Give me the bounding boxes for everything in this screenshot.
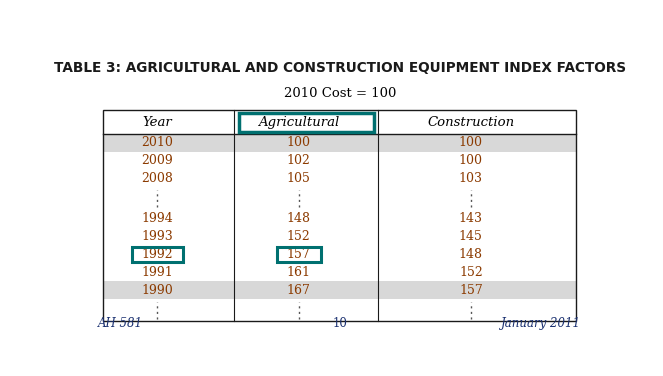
Text: 102: 102 — [286, 155, 311, 167]
Text: Year: Year — [143, 116, 172, 129]
Text: 1990: 1990 — [141, 284, 173, 297]
Text: 1994: 1994 — [141, 212, 173, 225]
Text: AH 581: AH 581 — [98, 317, 143, 329]
Text: Construction: Construction — [427, 116, 514, 129]
Text: 143: 143 — [459, 212, 483, 225]
Text: 100: 100 — [459, 155, 483, 167]
Text: January 2011: January 2011 — [501, 317, 581, 329]
Text: 2010 Cost = 100: 2010 Cost = 100 — [284, 87, 396, 100]
Text: 2010: 2010 — [141, 136, 173, 150]
Text: 148: 148 — [459, 248, 483, 261]
Text: 161: 161 — [286, 266, 311, 279]
Text: 100: 100 — [459, 136, 483, 150]
Text: 105: 105 — [286, 172, 311, 185]
Bar — [103, 281, 576, 299]
Text: 1992: 1992 — [142, 248, 173, 261]
Text: 157: 157 — [287, 248, 310, 261]
Text: 10: 10 — [332, 317, 347, 329]
Text: 2009: 2009 — [141, 155, 173, 167]
Text: 157: 157 — [459, 284, 483, 297]
Text: Agricultural: Agricultural — [258, 116, 339, 129]
Bar — [103, 110, 576, 134]
Text: 2008: 2008 — [141, 172, 173, 185]
Text: 152: 152 — [287, 230, 310, 243]
Text: 100: 100 — [286, 136, 311, 150]
Text: 1991: 1991 — [141, 266, 173, 279]
Text: 148: 148 — [286, 212, 311, 225]
Text: 152: 152 — [459, 266, 483, 279]
Bar — [103, 134, 576, 152]
Text: TABLE 3: AGRICULTURAL AND CONSTRUCTION EQUIPMENT INDEX FACTORS: TABLE 3: AGRICULTURAL AND CONSTRUCTION E… — [54, 61, 626, 75]
Text: 103: 103 — [459, 172, 483, 185]
Text: 145: 145 — [459, 230, 483, 243]
Text: 1993: 1993 — [141, 230, 173, 243]
Text: 167: 167 — [286, 284, 311, 297]
Bar — [103, 110, 576, 321]
